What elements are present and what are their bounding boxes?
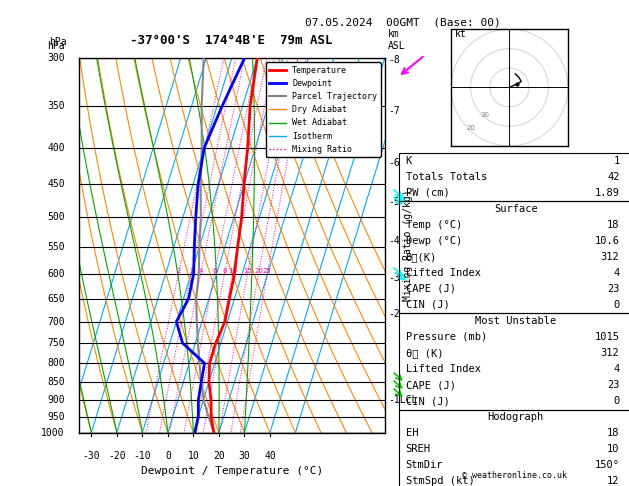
Text: 1.89: 1.89 xyxy=(594,188,620,198)
Text: 10: 10 xyxy=(187,451,199,461)
Text: 1: 1 xyxy=(613,156,620,166)
Text: 3: 3 xyxy=(189,268,194,274)
Text: -3: -3 xyxy=(388,273,399,283)
Text: CIN (J): CIN (J) xyxy=(406,300,450,310)
Text: 0: 0 xyxy=(613,300,620,310)
Text: CAPE (J): CAPE (J) xyxy=(406,284,455,294)
Text: 20: 20 xyxy=(213,451,225,461)
Text: -10: -10 xyxy=(133,451,151,461)
Text: 500: 500 xyxy=(47,212,65,222)
Text: -2: -2 xyxy=(388,309,399,319)
Text: Hodograph: Hodograph xyxy=(487,412,544,422)
Text: θᴄ(K): θᴄ(K) xyxy=(406,252,437,262)
Text: 42: 42 xyxy=(607,172,620,182)
Text: 700: 700 xyxy=(47,317,65,327)
Text: 10: 10 xyxy=(228,268,237,274)
Text: -5: -5 xyxy=(388,197,399,207)
Text: 4: 4 xyxy=(613,268,620,278)
Text: 6: 6 xyxy=(212,268,216,274)
Text: 1000: 1000 xyxy=(42,428,65,437)
Text: PW (cm): PW (cm) xyxy=(406,188,450,198)
Text: Lifted Index: Lifted Index xyxy=(406,268,481,278)
Text: 12: 12 xyxy=(607,476,620,486)
Text: © weatheronline.co.uk: © weatheronline.co.uk xyxy=(462,470,567,480)
Text: -7: -7 xyxy=(388,105,399,116)
Text: 8: 8 xyxy=(222,268,226,274)
Text: 800: 800 xyxy=(47,358,65,368)
Text: 450: 450 xyxy=(47,179,65,190)
Text: 550: 550 xyxy=(47,242,65,252)
Text: Most Unstable: Most Unstable xyxy=(475,316,557,326)
Text: 30: 30 xyxy=(481,112,489,118)
Text: StmSpd (kt): StmSpd (kt) xyxy=(406,476,474,486)
Text: -1LCL: -1LCL xyxy=(388,395,417,405)
Text: 10.6: 10.6 xyxy=(594,236,620,246)
Text: 300: 300 xyxy=(47,53,65,63)
Text: Lifted Index: Lifted Index xyxy=(406,364,481,374)
Text: Totals Totals: Totals Totals xyxy=(406,172,487,182)
Text: EH: EH xyxy=(406,428,418,438)
Text: 10: 10 xyxy=(607,444,620,454)
Text: 950: 950 xyxy=(47,412,65,421)
Text: CIN (J): CIN (J) xyxy=(406,396,450,406)
Text: 350: 350 xyxy=(47,101,65,111)
Text: 23: 23 xyxy=(607,380,620,390)
Text: -30: -30 xyxy=(82,451,100,461)
Text: 600: 600 xyxy=(47,269,65,279)
Text: 150°: 150° xyxy=(594,460,620,470)
Text: 312: 312 xyxy=(601,252,620,262)
Text: 650: 650 xyxy=(47,294,65,304)
Text: 900: 900 xyxy=(47,395,65,405)
Text: 20: 20 xyxy=(467,125,476,131)
Text: -6: -6 xyxy=(388,158,399,168)
Text: 850: 850 xyxy=(47,377,65,387)
Text: 15: 15 xyxy=(243,268,252,274)
Text: -37°00'S  174°4B'E  79m ASL: -37°00'S 174°4B'E 79m ASL xyxy=(130,34,333,47)
Text: 20: 20 xyxy=(254,268,263,274)
Text: K: K xyxy=(406,156,412,166)
Text: Dewpoint / Temperature (°C): Dewpoint / Temperature (°C) xyxy=(140,466,323,476)
Text: θᴄ (K): θᴄ (K) xyxy=(406,348,443,358)
Text: 4: 4 xyxy=(613,364,620,374)
Text: 0: 0 xyxy=(165,451,171,461)
Text: 1015: 1015 xyxy=(594,332,620,342)
Text: 0: 0 xyxy=(613,396,620,406)
Text: 40: 40 xyxy=(264,451,276,461)
Text: -8: -8 xyxy=(388,55,399,66)
Text: 30: 30 xyxy=(238,451,250,461)
Text: 312: 312 xyxy=(601,348,620,358)
Text: 2: 2 xyxy=(176,268,181,274)
Text: kt: kt xyxy=(455,29,467,39)
Text: 18: 18 xyxy=(607,428,620,438)
Text: 400: 400 xyxy=(47,143,65,153)
Text: hPa: hPa xyxy=(49,37,67,47)
Text: CAPE (J): CAPE (J) xyxy=(406,380,455,390)
Text: Mixing Ratio (g/kg): Mixing Ratio (g/kg) xyxy=(403,190,413,301)
Text: StmDir: StmDir xyxy=(406,460,443,470)
Text: 25: 25 xyxy=(263,268,272,274)
Text: 4: 4 xyxy=(199,268,203,274)
Text: 07.05.2024  00GMT  (Base: 00): 07.05.2024 00GMT (Base: 00) xyxy=(304,17,501,27)
Text: SREH: SREH xyxy=(406,444,431,454)
Text: Pressure (mb): Pressure (mb) xyxy=(406,332,487,342)
Text: km
ASL: km ASL xyxy=(388,29,406,51)
Text: 18: 18 xyxy=(607,220,620,230)
Text: -4: -4 xyxy=(388,236,399,246)
Text: Temp (°C): Temp (°C) xyxy=(406,220,462,230)
Text: Surface: Surface xyxy=(494,204,538,214)
Text: Dewp (°C): Dewp (°C) xyxy=(406,236,462,246)
Text: 750: 750 xyxy=(47,338,65,348)
Text: 23: 23 xyxy=(607,284,620,294)
Text: hPa: hPa xyxy=(47,41,65,51)
Text: -20: -20 xyxy=(108,451,126,461)
Legend: Temperature, Dewpoint, Parcel Trajectory, Dry Adiabat, Wet Adiabat, Isotherm, Mi: Temperature, Dewpoint, Parcel Trajectory… xyxy=(265,63,381,157)
